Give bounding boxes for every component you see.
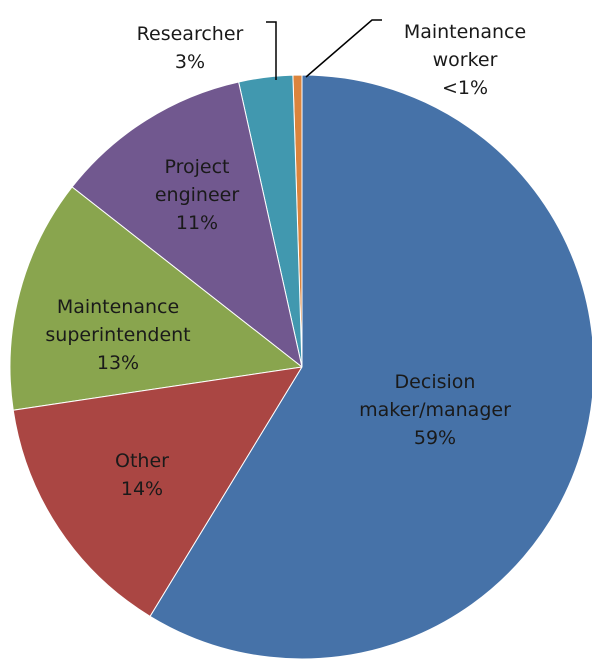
- slice-label: Maintenance worker <1%: [385, 18, 545, 102]
- slice-label: Other 14%: [82, 447, 202, 503]
- value-label: 3%: [174, 51, 206, 73]
- pie-slice: [9, 186, 304, 411]
- slice-label: Researcher 3%: [120, 20, 260, 76]
- slice-label: Project engineer 11%: [132, 153, 262, 237]
- pie-slice: [71, 81, 303, 369]
- category-name: Maintenance worker: [403, 21, 527, 71]
- pie-slice: [12, 366, 303, 618]
- slice-label: Decision maker/manager 59%: [340, 368, 530, 452]
- leader-line: [305, 19, 382, 78]
- value-label: <1%: [441, 77, 489, 99]
- slice-label: Maintenance superintendent 13%: [18, 293, 218, 377]
- value-label: 59%: [413, 427, 457, 449]
- category-name: Researcher: [136, 23, 244, 45]
- value-label: 13%: [96, 352, 140, 374]
- category-name: Maintenance superintendent: [45, 296, 191, 346]
- value-label: 14%: [120, 478, 164, 500]
- value-label: 11%: [175, 212, 219, 234]
- leader-line: [266, 21, 277, 80]
- category-name: Decision maker/manager: [359, 371, 511, 421]
- category-name: Project engineer: [154, 156, 240, 206]
- category-name: Other: [115, 450, 169, 472]
